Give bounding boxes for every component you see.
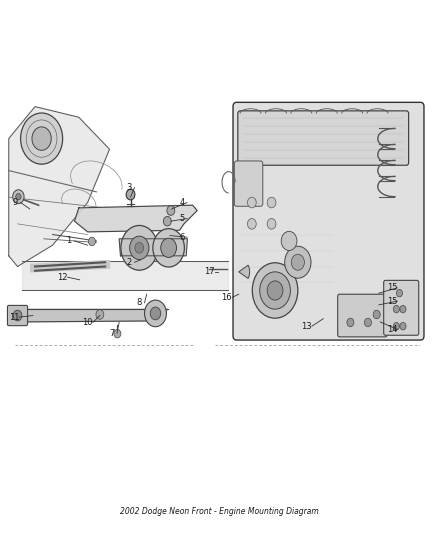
Circle shape — [161, 238, 177, 257]
Text: 1: 1 — [67, 237, 72, 245]
Text: 13: 13 — [301, 322, 312, 330]
Circle shape — [260, 272, 290, 309]
Text: 15: 15 — [387, 284, 397, 292]
Text: 4: 4 — [179, 198, 184, 207]
Circle shape — [32, 127, 51, 150]
Circle shape — [96, 310, 104, 319]
FancyBboxPatch shape — [238, 111, 409, 165]
Circle shape — [267, 281, 283, 300]
FancyBboxPatch shape — [384, 280, 419, 335]
Circle shape — [373, 310, 380, 319]
Polygon shape — [9, 107, 110, 266]
Text: 17: 17 — [204, 268, 215, 276]
Text: 9: 9 — [13, 198, 18, 207]
Circle shape — [400, 305, 406, 313]
Polygon shape — [22, 261, 228, 290]
FancyBboxPatch shape — [233, 102, 424, 340]
Circle shape — [153, 229, 184, 267]
FancyBboxPatch shape — [234, 161, 263, 206]
Circle shape — [167, 206, 175, 215]
Text: 12: 12 — [57, 273, 67, 281]
Text: 8: 8 — [137, 298, 142, 307]
Text: 3: 3 — [127, 183, 132, 192]
Polygon shape — [31, 261, 110, 272]
Text: 2002 Dodge Neon Front - Engine Mounting Diagram: 2002 Dodge Neon Front - Engine Mounting … — [120, 507, 318, 516]
FancyBboxPatch shape — [338, 294, 387, 337]
Text: 5: 5 — [179, 214, 184, 223]
Text: 14: 14 — [387, 325, 397, 334]
Text: 10: 10 — [82, 318, 93, 327]
Circle shape — [150, 307, 161, 320]
Circle shape — [267, 197, 276, 208]
Circle shape — [145, 300, 166, 327]
Circle shape — [163, 216, 171, 226]
Circle shape — [121, 225, 158, 270]
Circle shape — [400, 322, 406, 330]
Circle shape — [13, 310, 22, 321]
Circle shape — [393, 305, 399, 313]
Circle shape — [247, 219, 256, 229]
Text: 16: 16 — [222, 293, 232, 302]
Circle shape — [393, 322, 399, 330]
Circle shape — [396, 289, 403, 297]
Text: 15: 15 — [387, 297, 397, 305]
Text: 2: 2 — [127, 258, 132, 266]
Circle shape — [285, 246, 311, 278]
FancyBboxPatch shape — [7, 305, 28, 326]
Text: 6: 6 — [179, 233, 184, 241]
Circle shape — [281, 231, 297, 251]
Circle shape — [130, 236, 149, 260]
Circle shape — [88, 237, 95, 246]
Text: 11: 11 — [9, 313, 19, 321]
Text: 7: 7 — [109, 329, 114, 337]
Circle shape — [364, 318, 371, 327]
Polygon shape — [17, 309, 168, 322]
Circle shape — [126, 189, 135, 200]
Circle shape — [247, 197, 256, 208]
Circle shape — [267, 219, 276, 229]
Circle shape — [291, 254, 304, 270]
Polygon shape — [74, 205, 197, 232]
Circle shape — [21, 113, 63, 164]
Circle shape — [135, 243, 144, 253]
Circle shape — [114, 329, 121, 338]
Circle shape — [13, 190, 24, 204]
Polygon shape — [119, 239, 187, 256]
Circle shape — [16, 193, 21, 200]
Wedge shape — [239, 265, 250, 278]
Circle shape — [252, 263, 298, 318]
Circle shape — [347, 318, 354, 327]
